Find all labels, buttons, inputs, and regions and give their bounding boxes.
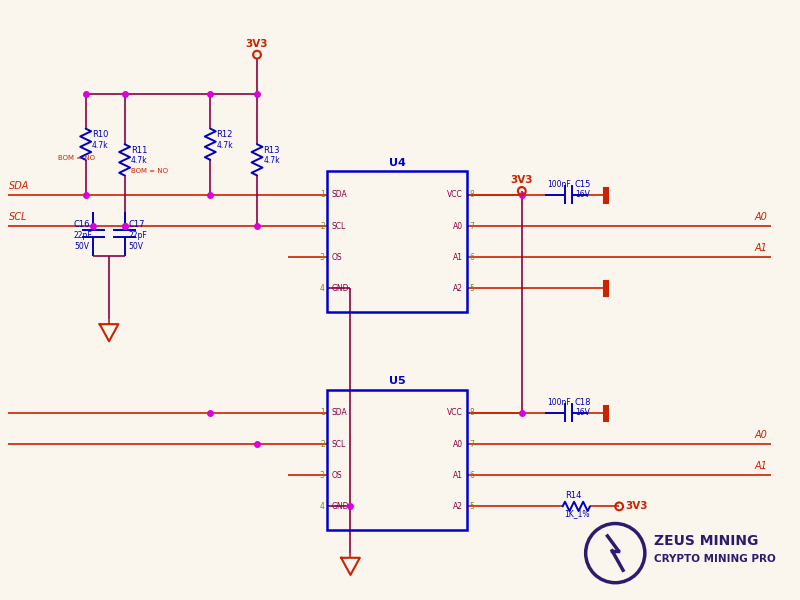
Text: R14: R14 [565,491,581,500]
Text: 1K_1%: 1K_1% [565,509,590,518]
Text: 4: 4 [320,502,325,511]
Text: 1: 1 [320,409,325,418]
Text: 16V: 16V [574,190,590,199]
Text: 4: 4 [320,284,325,293]
Text: A1: A1 [453,253,462,262]
Text: 6: 6 [470,253,474,262]
Text: A0: A0 [754,212,767,222]
Text: A1: A1 [453,471,462,480]
Text: A0: A0 [453,440,462,449]
Text: 1: 1 [320,190,325,199]
Text: OS: OS [332,253,342,262]
Text: A1: A1 [754,243,767,253]
Text: C17: C17 [129,220,145,229]
Text: 2: 2 [320,440,325,449]
Text: U5: U5 [389,376,406,386]
Text: C15: C15 [574,179,591,188]
Text: SDA: SDA [10,181,30,191]
Text: 8: 8 [470,190,474,199]
Text: OS: OS [332,471,342,480]
Text: 50V: 50V [129,242,143,251]
Text: 6: 6 [470,471,474,480]
Text: 3V3: 3V3 [626,502,648,511]
Text: C18: C18 [574,398,591,407]
Text: 22pF: 22pF [129,231,147,240]
Text: A0: A0 [754,430,767,440]
Bar [327,389,467,530]
Text: 22pF: 22pF [74,231,93,240]
Text: 3V3: 3V3 [510,175,533,185]
Text: CRYPTO MINING PRO: CRYPTO MINING PRO [654,554,776,565]
Text: A2: A2 [453,284,462,293]
Text: R13: R13 [263,146,280,155]
Text: 4.7k: 4.7k [263,156,280,165]
Text: 2: 2 [320,221,325,230]
Text: SCL: SCL [332,440,346,449]
Text: 50V: 50V [74,242,89,251]
Text: A1: A1 [754,461,767,472]
Text: ZEUS MINING: ZEUS MINING [654,535,758,548]
Text: 100nF: 100nF [546,179,570,188]
Text: 7: 7 [470,221,474,230]
Text: VCC: VCC [447,190,462,199]
Text: SCL: SCL [332,221,346,230]
Text: 3: 3 [320,253,325,262]
Text: GND: GND [332,284,350,293]
Text: 5: 5 [470,502,474,511]
Text: 3: 3 [320,471,325,480]
Text: BOM = NO: BOM = NO [58,155,95,161]
Text: A2: A2 [453,502,462,511]
Text: GND: GND [332,502,350,511]
Text: SDA: SDA [332,190,347,199]
Text: 4.7k: 4.7k [131,156,147,165]
Text: 4.7k: 4.7k [217,140,233,149]
Text: U4: U4 [389,158,406,167]
Text: SDA: SDA [332,409,347,418]
Text: 8: 8 [470,409,474,418]
Text: 16V: 16V [574,408,590,417]
Text: 100nF: 100nF [546,398,570,407]
Text: VCC: VCC [447,409,462,418]
Text: R12: R12 [217,130,233,139]
Text: R11: R11 [131,146,147,155]
Text: C16: C16 [74,220,90,229]
Text: BOM = NO: BOM = NO [131,169,168,175]
Text: 3V3: 3V3 [246,39,268,49]
Text: 7: 7 [470,440,474,449]
Text: 4.7k: 4.7k [92,140,109,149]
Text: R10: R10 [92,130,108,139]
Text: A0: A0 [453,221,462,230]
Text: SCL: SCL [10,212,28,222]
Text: 5: 5 [470,284,474,293]
Bar [327,172,467,311]
